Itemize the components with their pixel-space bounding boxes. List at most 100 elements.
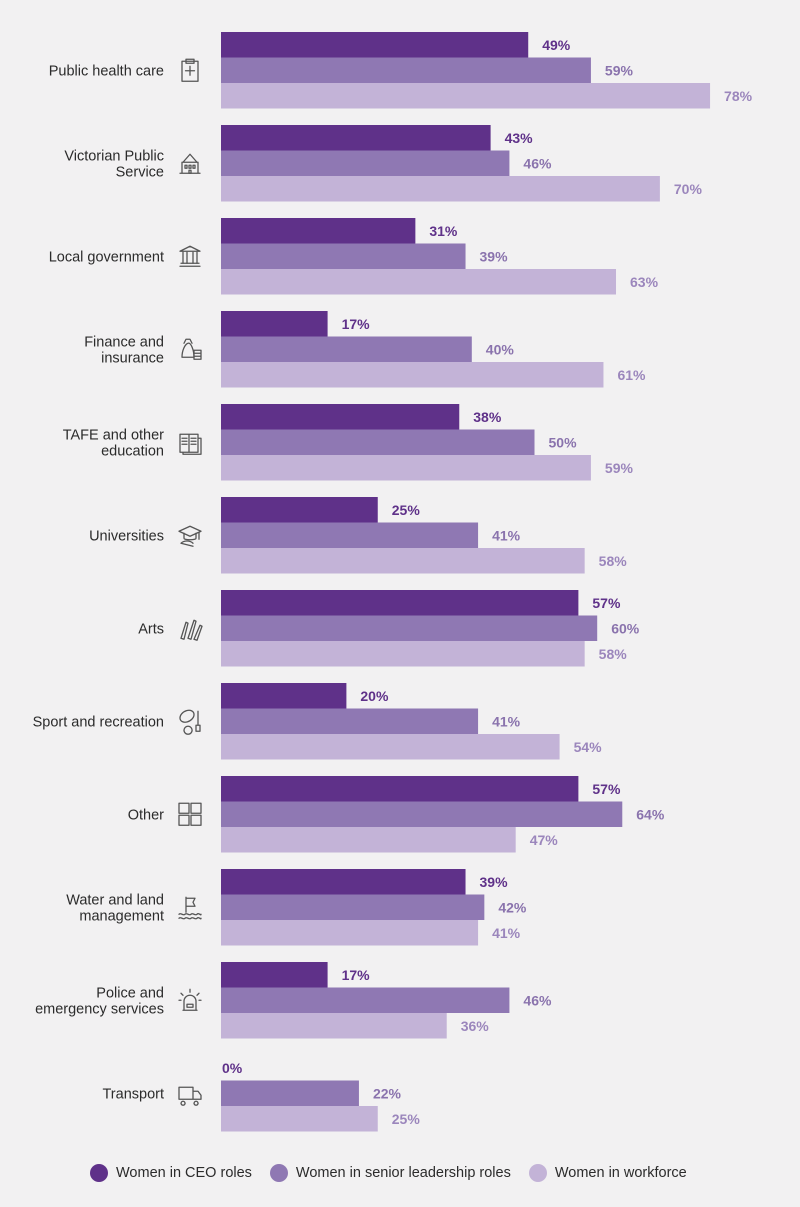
bar-senior [221,150,510,176]
data-label-senior: 40% [486,341,515,357]
data-label-ceo: 25% [392,502,421,518]
books-icon [179,433,202,455]
category-group: Arts 57% 60% 58% [138,590,640,667]
data-label-workforce: 41% [492,925,521,941]
category-group: Transport 0% 22% 25% [102,1060,420,1132]
category-group: Other 57% 64% 47% [128,776,665,853]
legend-item-senior: Women in senior leadership roles [269,1164,511,1182]
category-group: Universities 25% 41% 58% [89,497,627,574]
category-label: Public health care [49,63,164,79]
data-label-workforce: 36% [461,1018,490,1034]
bar-workforce [221,734,560,760]
bar-workforce [221,641,585,667]
bar-senior [221,987,510,1013]
data-label-ceo: 0% [222,1060,243,1076]
legend: Women in CEO roles Women in senior leade… [90,1160,687,1186]
category-label: Other [128,807,164,823]
bar-ceo [221,497,378,523]
category-group: Police and emergency services 17% 46% 36% [35,962,552,1039]
category-group: TAFE and other education 38% 50% 59% [63,404,634,481]
category-group: Sport and recreation 20% 41% 54% [33,683,602,760]
bar-senior [221,1080,359,1106]
bar-workforce [221,548,585,574]
clipboard-medical-icon [181,58,199,82]
bar-senior [221,522,479,548]
data-label-workforce: 47% [530,832,559,848]
bar-ceo [221,125,491,151]
category-group: Finance and insurance 17% 40% 61% [84,311,646,388]
data-label-workforce: 58% [599,646,628,662]
bar-ceo [221,590,579,616]
bar-senior [221,801,623,827]
data-label-senior: 39% [480,248,509,264]
legend-label-workforce: Women in workforce [554,1165,687,1181]
columns-building-icon [179,245,201,267]
legend-swatch-workforce [528,1164,547,1182]
data-label-workforce: 58% [599,553,628,569]
data-label-workforce: 63% [630,274,659,290]
legend-label-senior: Women in senior leadership roles [295,1165,511,1181]
category-label: TAFE and other education [63,427,164,459]
bar-workforce [221,176,660,202]
data-label-senior: 60% [611,620,640,636]
bar-ceo [221,218,416,244]
category-group: Water and land management 39% 42% 41% [66,869,527,946]
bar-senior [221,429,535,455]
category-group: Public health care 49% 59% 78% [49,32,753,109]
bar-ceo [221,962,328,988]
category-label: Police and emergency services [35,985,164,1017]
legend-swatch-senior [269,1164,288,1182]
truck-icon [178,1086,202,1106]
flag-water-icon [178,896,202,920]
legend-swatch-ceo [90,1164,108,1182]
bar-ceo [221,404,460,430]
category-group: Local government 31% 39% 63% [49,218,659,295]
category-label: Local government [49,249,164,265]
data-label-senior: 46% [523,155,552,171]
data-label-ceo: 31% [429,223,458,239]
bar-senior [221,615,598,641]
bar-ceo [221,32,529,58]
bar-ceo [221,869,466,895]
data-label-senior: 41% [492,713,521,729]
data-label-ceo: 49% [542,37,571,53]
category-label: Transport [102,1086,164,1102]
data-label-senior: 64% [636,806,665,822]
grid-squares-icon [178,802,202,826]
bar-senior [221,336,472,362]
bar-workforce [221,920,479,946]
data-label-senior: 22% [373,1085,402,1101]
category-label: Universities [89,528,164,544]
category-group: Victorian Public Service 43% 46% 70% [64,125,702,202]
bar-workforce [221,83,711,109]
legend-label-ceo: Women in CEO roles [116,1165,252,1181]
data-label-senior: 41% [492,527,521,543]
siren-icon [178,988,202,1011]
data-label-ceo: 17% [342,967,371,983]
category-label: Sport and recreation [33,714,164,730]
data-label-senior: 42% [498,899,527,915]
data-label-senior: 50% [549,434,578,450]
bar-ceo [221,311,328,337]
data-label-workforce: 61% [617,367,646,383]
data-label-senior: 59% [605,62,634,78]
brushes-icon [180,619,203,641]
category-label: Water and land management [66,892,164,924]
sports-balls-icon [179,709,201,735]
graduation-cap-icon [178,525,202,547]
data-label-ceo: 57% [592,595,621,611]
data-label-ceo: 38% [473,409,502,425]
bar-workforce [221,827,516,853]
bar-ceo [221,776,579,802]
category-label: Finance and insurance [84,334,164,366]
data-label-workforce: 59% [605,460,634,476]
data-label-ceo: 57% [592,781,621,797]
bar-workforce [221,1013,447,1039]
data-label-ceo: 39% [480,874,509,890]
data-label-workforce: 70% [674,181,703,197]
bar-workforce [221,362,604,388]
data-label-ceo: 20% [360,688,389,704]
government-building-icon [179,153,201,174]
data-label-ceo: 17% [342,316,371,332]
